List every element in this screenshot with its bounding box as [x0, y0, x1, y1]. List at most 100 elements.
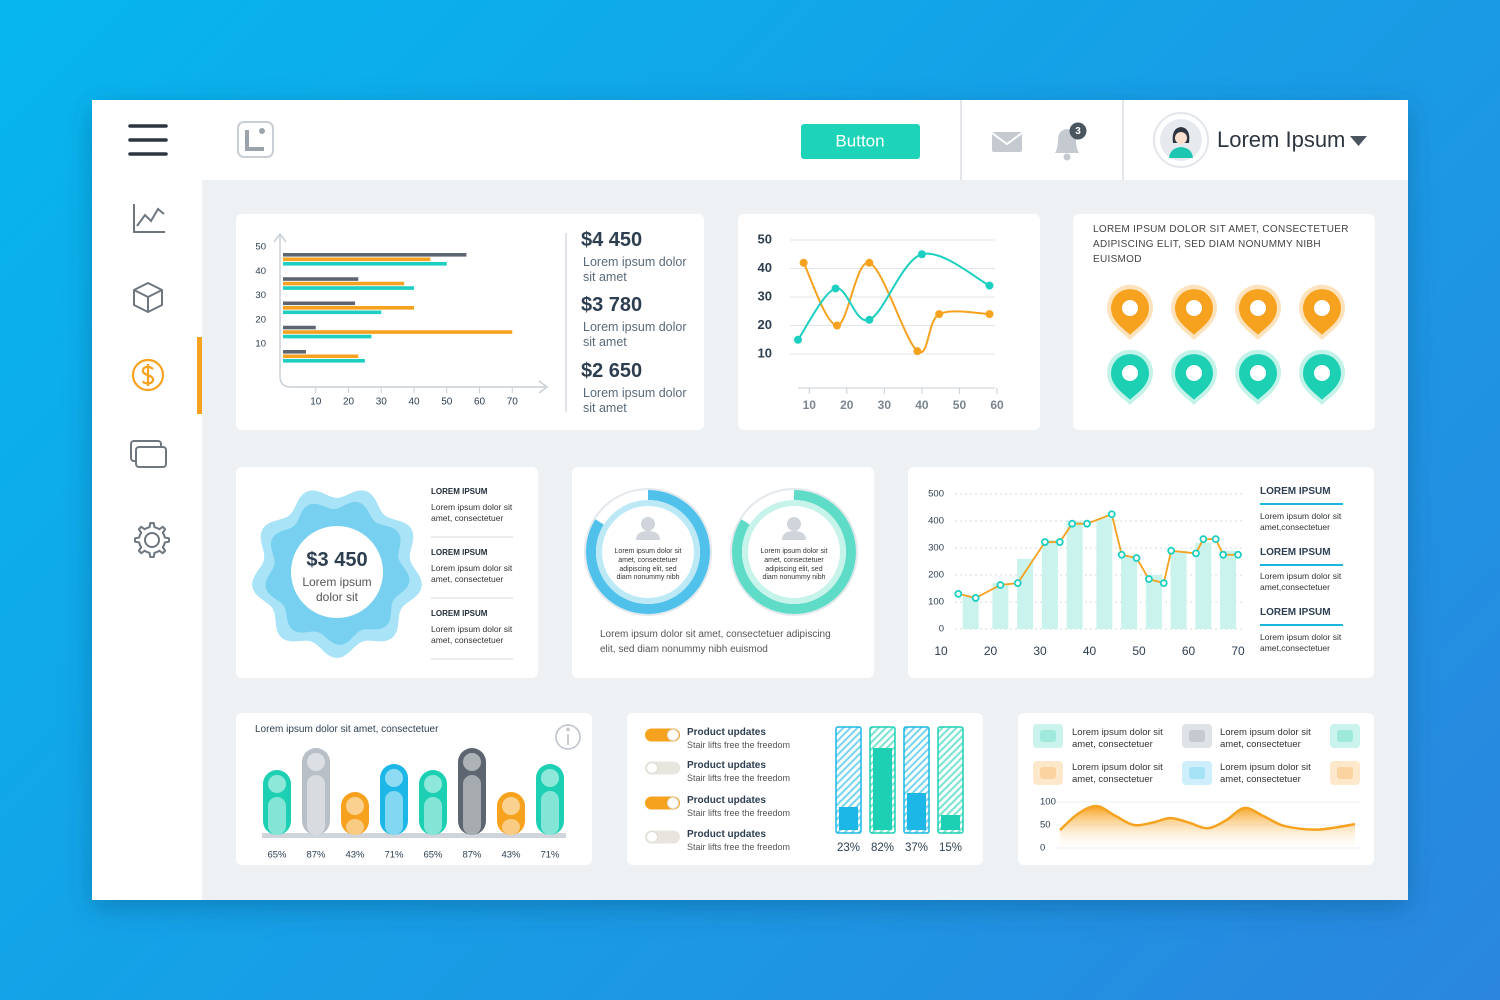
toggle[interactable] — [645, 761, 680, 775]
axis-arrow — [273, 232, 549, 394]
point — [799, 258, 808, 267]
toggle[interactable] — [645, 728, 680, 742]
x-tick-label: 50 — [441, 397, 453, 408]
item-title: LOREM IPSUM — [1260, 547, 1331, 558]
bar — [1017, 558, 1034, 629]
button-label[interactable]: Button — [835, 131, 884, 150]
point — [1234, 550, 1242, 559]
bar — [283, 325, 316, 330]
bell-icon[interactable] — [1055, 122, 1087, 161]
bar — [1195, 542, 1212, 629]
nav-box[interactable] — [133, 282, 163, 313]
toggle-knob — [667, 797, 679, 809]
point — [1159, 579, 1168, 587]
capsule-dot — [502, 797, 520, 815]
item-text: Lorem ipsum dolor sit amet, consectetuer — [431, 563, 513, 584]
point — [1192, 549, 1200, 558]
value-label: 87% — [306, 850, 326, 861]
x-tick-label: 60 — [990, 398, 1004, 412]
button[interactable] — [801, 124, 920, 159]
point — [833, 321, 842, 330]
toggle-text: Stair lifts free the freedom — [687, 740, 791, 750]
bar — [283, 262, 447, 266]
point — [1167, 546, 1176, 555]
pin-hole — [1250, 300, 1266, 316]
toggle[interactable] — [645, 796, 680, 810]
value-label: 23% — [837, 842, 860, 854]
bar — [283, 330, 513, 334]
point — [954, 590, 963, 598]
progress-track — [937, 726, 964, 834]
badge-amount: $3 450 — [306, 549, 368, 571]
progress-fill — [941, 815, 960, 830]
nav-cards[interactable] — [130, 440, 167, 468]
y-tick-label: 10 — [758, 345, 772, 360]
nav-dollar[interactable] — [131, 358, 165, 392]
x-tick-label: 10 — [934, 644, 948, 658]
capsule — [458, 748, 486, 835]
area — [1060, 806, 1355, 848]
x-tick-label: 40 — [915, 398, 929, 412]
y-category-label: 30 — [255, 290, 266, 301]
stat-text: Lorem ipsum dolor sit amet — [583, 320, 687, 349]
point — [985, 310, 994, 319]
capsule-dot — [268, 775, 286, 793]
point — [1117, 550, 1126, 559]
user-name[interactable]: Lorem Ipsum — [1217, 127, 1345, 152]
toggle-text: Stair lifts free the freedom — [687, 842, 791, 852]
stat-amount: $2 650 — [581, 360, 643, 382]
info-icon[interactable] — [555, 724, 581, 750]
menu-icon[interactable] — [128, 124, 168, 156]
pin-hole — [1314, 365, 1330, 381]
mail-icon[interactable] — [991, 132, 1023, 152]
capsule-inner — [541, 791, 559, 835]
value-label: 43% — [345, 850, 365, 861]
y-tick-label: 0 — [939, 624, 944, 635]
value-label: 87% — [462, 850, 482, 861]
item-title: LOREM IPSUM — [431, 609, 488, 618]
y-category-label: 10 — [255, 339, 266, 350]
pin-hole — [1122, 300, 1138, 316]
point — [865, 258, 874, 267]
pins-text: LOREM IPSUM DOLOR SIT AMET, CONSECTETUER… — [1093, 224, 1349, 265]
bar — [283, 310, 382, 315]
pin-hole — [1186, 300, 1202, 316]
capsule-inner — [268, 797, 286, 835]
panel — [236, 214, 704, 430]
legend-text: Lorem ipsum dolor sit amet, consectetuer — [1220, 762, 1311, 785]
dropdown-arrow[interactable] — [1350, 136, 1367, 146]
toggle[interactable] — [645, 830, 680, 844]
progress-track — [835, 726, 862, 834]
nav-analytics[interactable] — [133, 204, 165, 233]
y-category-label: 20 — [255, 314, 266, 325]
y-tick-label: 300 — [928, 543, 944, 554]
capsule — [302, 748, 330, 835]
point — [1041, 538, 1049, 546]
nav-settings[interactable] — [133, 521, 171, 559]
stat-text: Lorem ipsum dolor sit amet — [583, 386, 687, 415]
point — [1083, 519, 1091, 528]
point — [1211, 535, 1220, 543]
item-text: Lorem ipsum dolor sit amet,consectetuer — [1260, 632, 1342, 653]
rings-caption: Lorem ipsum dolor sit amet, consectetuer… — [600, 629, 831, 655]
point — [996, 581, 1005, 589]
legend-text: Lorem ipsum dolor sit amet, consectetuer — [1072, 727, 1163, 750]
x-tick-label: 10 — [310, 397, 322, 408]
toggle-text: Stair lifts free the freedom — [687, 773, 791, 783]
bar — [962, 596, 979, 629]
bar — [1096, 518, 1113, 629]
x-tick-label: 30 — [376, 397, 388, 408]
point — [985, 281, 994, 290]
point — [1107, 510, 1116, 519]
y-tick-label: 40 — [758, 260, 772, 275]
point — [935, 310, 944, 319]
chart-title: Lorem ipsum dolor sit amet, consectetuer — [255, 724, 439, 735]
badge-text: Lorem ipsum dolor sit — [302, 575, 372, 604]
avatar[interactable] — [1153, 112, 1209, 168]
nav-active-indicator — [197, 337, 202, 414]
x-tick-label: 60 — [474, 397, 486, 408]
value-label: 71% — [384, 850, 404, 861]
bar — [283, 286, 414, 290]
value-label: 15% — [939, 842, 962, 854]
